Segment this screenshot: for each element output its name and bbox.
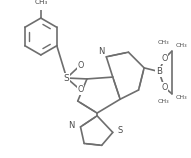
Text: N: N (68, 121, 74, 130)
Text: O: O (77, 85, 84, 94)
Text: CH₃: CH₃ (158, 99, 169, 103)
Text: CH₃: CH₃ (34, 0, 48, 5)
Text: S: S (64, 73, 70, 82)
Text: CH₃: CH₃ (176, 95, 187, 100)
Text: B: B (156, 67, 162, 76)
Text: CH₃: CH₃ (176, 43, 187, 48)
Text: N: N (99, 47, 105, 56)
Text: O: O (161, 54, 168, 63)
Text: O: O (77, 61, 84, 70)
Text: O: O (161, 83, 168, 92)
Text: CH₃: CH₃ (158, 40, 169, 45)
Text: S: S (117, 126, 123, 135)
